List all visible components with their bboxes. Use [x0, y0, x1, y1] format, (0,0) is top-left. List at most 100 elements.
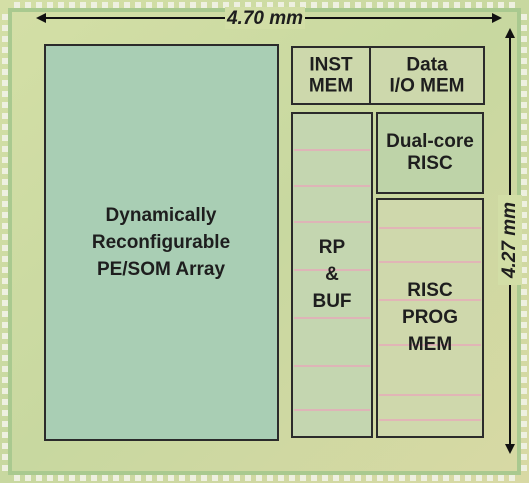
- pad: [2, 157, 8, 163]
- pad: [124, 2, 130, 8]
- pad: [80, 2, 86, 8]
- pad: [58, 475, 64, 481]
- pad: [465, 2, 471, 8]
- pad: [454, 475, 460, 481]
- pad: [399, 2, 405, 8]
- pad: [521, 399, 527, 405]
- pad: [47, 475, 53, 481]
- pad: [212, 475, 218, 481]
- pad: [521, 300, 527, 306]
- pad: [278, 475, 284, 481]
- pad: [223, 475, 229, 481]
- pad: [168, 475, 174, 481]
- pad: [498, 475, 504, 481]
- pad: [47, 2, 53, 8]
- pad: [36, 475, 42, 481]
- block-label: Data: [406, 55, 448, 76]
- texture: [294, 149, 481, 421]
- pad: [344, 475, 350, 481]
- pad: [521, 157, 527, 163]
- pad: [2, 322, 8, 328]
- pad: [521, 454, 527, 460]
- pad: [476, 475, 482, 481]
- pad: [521, 234, 527, 240]
- pad: [521, 432, 527, 438]
- block-label: Dual-core: [386, 131, 474, 152]
- pad: [311, 475, 317, 481]
- width-label: 4.70 mm: [226, 8, 303, 29]
- pad: [2, 190, 8, 196]
- pad: [521, 377, 527, 383]
- pad: [388, 475, 394, 481]
- pad: [521, 91, 527, 97]
- pad: [2, 124, 8, 130]
- pad: [521, 135, 527, 141]
- pad: [300, 2, 306, 8]
- pad: [521, 212, 527, 218]
- pad: [465, 475, 471, 481]
- pad: [2, 47, 8, 53]
- pad: [521, 256, 527, 262]
- pad: [157, 2, 163, 8]
- pad: [498, 2, 504, 8]
- pad: [102, 475, 108, 481]
- pad: [2, 234, 8, 240]
- pad: [212, 2, 218, 8]
- pad: [36, 2, 42, 8]
- pad: [157, 475, 163, 481]
- pad: [2, 212, 8, 218]
- pad: [2, 91, 8, 97]
- pad: [333, 475, 339, 481]
- pad: [2, 311, 8, 317]
- pad: [146, 2, 152, 8]
- pad: [521, 443, 527, 449]
- pad: [487, 2, 493, 8]
- block-label: Reconfigurable: [92, 232, 230, 253]
- pad: [521, 36, 527, 42]
- pad: [245, 2, 251, 8]
- risc-block: [376, 112, 484, 194]
- pad: [190, 2, 196, 8]
- block-label: MEM: [309, 76, 353, 97]
- pad: [521, 267, 527, 273]
- pad: [2, 366, 8, 372]
- pad: [14, 475, 20, 481]
- pad: [366, 2, 372, 8]
- block-labels: Dynamically Reconfigurable PE/SOM Array INS…: [92, 55, 474, 356]
- pad: [2, 58, 8, 64]
- pad: [80, 475, 86, 481]
- pad: [201, 2, 207, 8]
- pad: [377, 2, 383, 8]
- pad: [344, 2, 350, 8]
- pad: [521, 344, 527, 350]
- arrow-head: [505, 444, 515, 454]
- pad: [521, 113, 527, 119]
- pad: [2, 377, 8, 383]
- pad: [300, 475, 306, 481]
- pad: [25, 2, 31, 8]
- pad: [521, 311, 527, 317]
- pad: [2, 179, 8, 185]
- pad: [2, 300, 8, 306]
- pad: [2, 355, 8, 361]
- arrow-head: [505, 28, 515, 38]
- pad: [113, 475, 119, 481]
- pad: [377, 475, 383, 481]
- pad: [521, 25, 527, 31]
- block-label: PROG: [402, 307, 458, 328]
- pad: [521, 146, 527, 152]
- pad: [521, 366, 527, 372]
- pad: [69, 475, 75, 481]
- pad: [2, 201, 8, 207]
- pad: [2, 333, 8, 339]
- pad: [355, 475, 361, 481]
- block-label: Dynamically: [106, 205, 217, 226]
- pad: [2, 80, 8, 86]
- pad: [190, 475, 196, 481]
- pad: [146, 475, 152, 481]
- pad: [2, 146, 8, 152]
- pad: [91, 475, 97, 481]
- pad: [322, 2, 328, 8]
